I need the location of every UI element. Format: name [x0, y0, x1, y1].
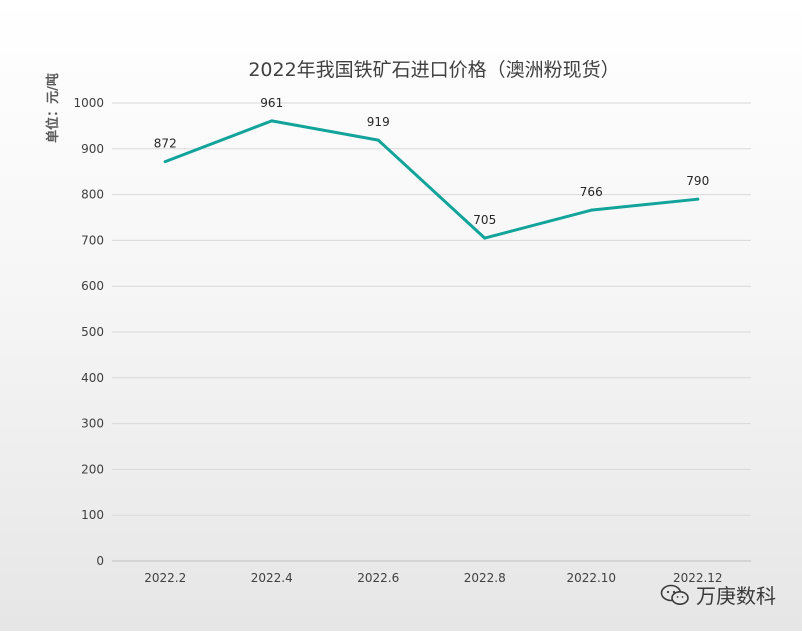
x-tick-label: 2022.6 [357, 571, 399, 585]
y-tick-label: 100 [81, 508, 104, 522]
y-tick-label: 600 [81, 279, 104, 293]
x-tick-label: 2022.12 [673, 571, 723, 585]
data-label: 919 [367, 115, 390, 129]
x-tick-label: 2022.8 [464, 571, 506, 585]
data-label: 705 [473, 213, 496, 227]
y-tick-label: 1000 [73, 96, 104, 110]
data-label: 961 [260, 96, 283, 110]
data-labels: 872 961 919 705 766 790 [154, 96, 709, 227]
data-point [696, 197, 700, 201]
y-axis-label: 单位：元/吨 [45, 73, 61, 143]
data-point [483, 236, 487, 240]
data-point [270, 119, 274, 123]
y-tick-label: 700 [81, 233, 104, 247]
y-tick-label: 900 [81, 142, 104, 156]
series-layer [163, 119, 700, 240]
x-tick-label: 2022.10 [566, 571, 616, 585]
chart-title: 2022年我国铁矿石进口价格（澳洲粉现货） [248, 59, 619, 81]
data-label: 790 [686, 174, 709, 188]
watermark: 万庚数科 [660, 580, 776, 609]
watermark-text: 万庚数科 [696, 584, 776, 608]
x-tick-label: 2022.4 [251, 571, 293, 585]
y-tick-label: 200 [81, 462, 104, 476]
y-axis-ticks: 0 100 200 300 400 500 600 700 800 900 1000 [73, 96, 104, 568]
y-tick-label: 500 [81, 325, 104, 339]
x-axis-ticks: 2022.2 2022.4 2022.6 2022.8 2022.10 2022.12 [144, 571, 722, 585]
y-tick-label: 800 [81, 188, 104, 202]
gridlines [112, 102, 751, 562]
data-point [589, 208, 593, 212]
data-label: 766 [580, 185, 603, 199]
data-point [376, 138, 380, 142]
series-line [163, 119, 700, 240]
y-tick-label: 300 [81, 417, 104, 431]
x-tick-label: 2022.2 [144, 571, 186, 585]
wechat-icon [660, 584, 689, 605]
data-label: 872 [154, 137, 177, 151]
data-point [163, 160, 167, 164]
y-tick-label: 400 [81, 371, 104, 385]
y-tick-label: 0 [96, 554, 104, 568]
